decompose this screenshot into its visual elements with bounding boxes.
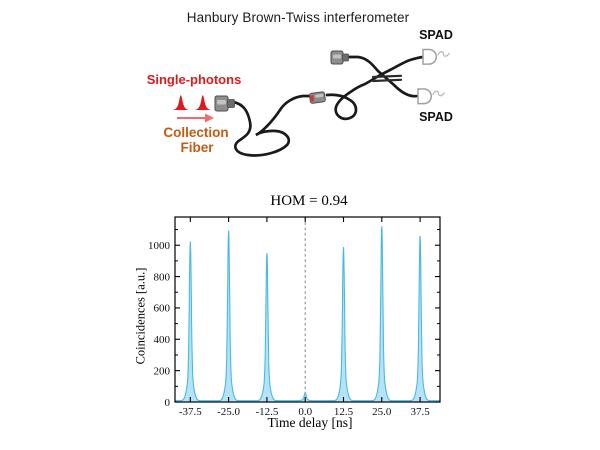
photon-pulse-icons	[172, 95, 212, 110]
spad-detector-top-icon	[422, 48, 450, 65]
fiber-connector-top-icon	[330, 50, 349, 65]
splitter-arm-bottom-to-top	[370, 55, 425, 82]
x-tick-label: 37.5	[410, 406, 430, 418]
plot-frame	[174, 216, 441, 403]
collection-fiber-cable	[231, 94, 313, 157]
y-tick-label: 400	[154, 334, 171, 346]
y-tick-label: 600	[154, 303, 171, 315]
fiber-beam-splitter-icon	[371, 74, 403, 83]
y-tick-label: 800	[154, 271, 171, 283]
fiber-loop-cable	[325, 78, 374, 121]
y-tick-label: 200	[154, 365, 171, 377]
fiber-mating-sleeve-icon	[309, 91, 326, 104]
coincidence-peaks-series	[174, 226, 441, 403]
diagram-title: Hanbury Brown-Twiss interferometer	[186, 10, 410, 25]
fiber-connector-input-icon	[214, 95, 235, 112]
splitter-arm-top-to-bottom	[343, 55, 420, 98]
x-tick-label: 25.0	[372, 406, 392, 418]
spad-detector-bottom-icon	[417, 88, 445, 105]
y-axis-label: Coincidences [a.u.]	[133, 267, 148, 365]
propagation-arrow-icon	[177, 113, 214, 123]
x-tick-label: -25.0	[217, 406, 240, 418]
chart-title: HOM = 0.94	[270, 193, 348, 209]
x-tick-label: 0.0	[298, 406, 312, 418]
single-photons-label: Single-photons	[146, 72, 242, 87]
y-tick-label: 0	[165, 397, 171, 409]
collection-fiber-label-line2: Fiber	[180, 140, 214, 155]
y-tick-label: 1000	[148, 240, 171, 252]
x-tick-label: 12.5	[334, 406, 354, 418]
collection-fiber-label-line1: Collection	[163, 125, 229, 140]
spad-bottom-label: SPAD	[419, 110, 453, 124]
x-tick-label: -37.5	[179, 406, 202, 418]
x-axis-label: Time delay [ns]	[267, 415, 353, 430]
x-tick-label: -12.5	[255, 406, 278, 418]
spad-top-label: SPAD	[419, 28, 453, 42]
